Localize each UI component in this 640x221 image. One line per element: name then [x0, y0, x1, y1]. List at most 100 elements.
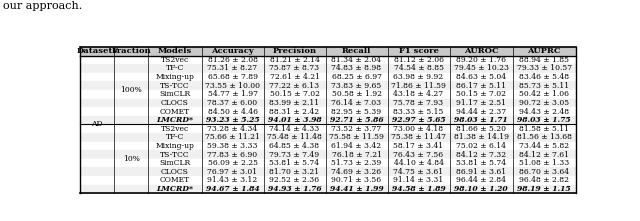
Bar [80, 185, 576, 193]
Text: 81.38 ± 14.19: 81.38 ± 14.19 [454, 133, 509, 141]
Bar [80, 142, 576, 150]
Text: 78.37 ± 6.00: 78.37 ± 6.00 [207, 99, 257, 107]
Text: 75.48 ± 11.48: 75.48 ± 11.48 [267, 133, 322, 141]
Text: 81.34 ± 2.04: 81.34 ± 2.04 [332, 56, 381, 64]
Text: 51.08 ± 1.33: 51.08 ± 1.33 [519, 159, 570, 167]
Text: 90.71 ± 3.56: 90.71 ± 3.56 [332, 176, 381, 184]
Text: 94.67 ± 1.84: 94.67 ± 1.84 [205, 185, 259, 193]
Text: 74.54 ± 8.85: 74.54 ± 8.85 [394, 65, 444, 72]
Bar [80, 73, 576, 81]
Text: TS-TCC: TS-TCC [160, 82, 190, 90]
Text: 86.91 ± 3.61: 86.91 ± 3.61 [456, 168, 506, 176]
Text: SimCLR: SimCLR [159, 159, 191, 167]
Text: AUROC: AUROC [463, 47, 499, 55]
Text: Precision: Precision [273, 47, 317, 55]
Text: 92.52 ± 2.36: 92.52 ± 2.36 [269, 176, 319, 184]
Text: 84.50 ± 4.46: 84.50 ± 4.46 [207, 107, 257, 116]
Text: 43.18 ± 4.27: 43.18 ± 4.27 [394, 90, 444, 98]
Text: Mixing-up: Mixing-up [156, 73, 195, 81]
Bar [80, 124, 576, 133]
Text: 84.12 ± 7.32: 84.12 ± 7.32 [456, 151, 506, 158]
Text: 71.86 ± 11.59: 71.86 ± 11.59 [391, 82, 446, 90]
Text: 86.17 ± 5.11: 86.17 ± 5.11 [456, 82, 506, 90]
Text: Fraction: Fraction [111, 47, 151, 55]
Text: 91.43 ± 3.12: 91.43 ± 3.12 [207, 176, 258, 184]
Text: 58.17 ± 3.41: 58.17 ± 3.41 [394, 142, 444, 150]
Text: 63.98 ± 9.92: 63.98 ± 9.92 [394, 73, 444, 81]
Text: 76.14 ± 7.03: 76.14 ± 7.03 [332, 99, 381, 107]
Text: 75.58 ± 11.59: 75.58 ± 11.59 [329, 133, 384, 141]
Text: Recall: Recall [342, 47, 371, 55]
Text: 53.81 ± 5.74: 53.81 ± 5.74 [456, 159, 506, 167]
Text: 98.03 ± 1.75: 98.03 ± 1.75 [518, 116, 571, 124]
Text: 85.73 ± 5.11: 85.73 ± 5.11 [519, 82, 570, 90]
Text: 96.44 ± 2.84: 96.44 ± 2.84 [456, 176, 506, 184]
Text: 86.70 ± 3.64: 86.70 ± 3.64 [519, 168, 570, 176]
Text: LMCRD*: LMCRD* [157, 185, 193, 193]
Text: 94.41 ± 1.99: 94.41 ± 1.99 [330, 185, 383, 193]
Text: 73.28 ± 4.34: 73.28 ± 4.34 [207, 125, 258, 133]
Text: 81.66 ± 5.20: 81.66 ± 5.20 [456, 125, 506, 133]
Text: 84.12 ± 7.61: 84.12 ± 7.61 [519, 151, 569, 158]
Text: 88.94 ± 1.85: 88.94 ± 1.85 [519, 56, 569, 64]
Text: CLOCS: CLOCS [161, 99, 189, 107]
Text: CLOCS: CLOCS [161, 168, 189, 176]
Text: 68.25 ± 6.97: 68.25 ± 6.97 [332, 73, 381, 81]
Text: 10%: 10% [123, 155, 140, 163]
Text: 73.44 ± 5.82: 73.44 ± 5.82 [519, 142, 570, 150]
Bar [80, 150, 576, 159]
Text: TF-C: TF-C [166, 65, 184, 72]
Text: 98.19 ± 1.15: 98.19 ± 1.15 [518, 185, 571, 193]
Text: 54.77 ± 1.97: 54.77 ± 1.97 [207, 90, 257, 98]
Text: Accuracy: Accuracy [211, 47, 254, 55]
Bar [80, 159, 576, 168]
Text: LMCRD*: LMCRD* [157, 116, 193, 124]
Text: 61.94 ± 3.42: 61.94 ± 3.42 [332, 142, 381, 150]
Text: Models: Models [158, 47, 192, 55]
Text: 83.99 ± 2.11: 83.99 ± 2.11 [269, 99, 319, 107]
Text: F1 score: F1 score [399, 47, 438, 55]
Bar [80, 64, 576, 73]
Text: 90.72 ± 3.05: 90.72 ± 3.05 [519, 99, 570, 107]
Text: 51.73 ± 2.39: 51.73 ± 2.39 [332, 159, 381, 167]
Text: 81.70 ± 3.21: 81.70 ± 3.21 [269, 168, 319, 176]
Text: 81.12 ± 2.06: 81.12 ± 2.06 [394, 56, 444, 64]
Text: 96.48 ± 2.82: 96.48 ± 2.82 [519, 176, 569, 184]
Text: 56.09 ± 2.25: 56.09 ± 2.25 [207, 159, 257, 167]
Text: 75.02 ± 6.14: 75.02 ± 6.14 [456, 142, 506, 150]
Text: 50.15 ± 7.02: 50.15 ± 7.02 [456, 90, 506, 98]
Text: 44.10 ± 4.84: 44.10 ± 4.84 [394, 159, 444, 167]
Bar [80, 81, 576, 90]
Text: 92.97 ± 5.65: 92.97 ± 5.65 [392, 116, 445, 124]
Text: 91.14 ± 3.31: 91.14 ± 3.31 [394, 176, 444, 184]
Text: 83.33 ± 5.15: 83.33 ± 5.15 [394, 107, 444, 116]
Text: 94.01 ± 3.98: 94.01 ± 3.98 [268, 116, 321, 124]
Text: 100%: 100% [120, 86, 142, 94]
Text: 74.75 ± 3.61: 74.75 ± 3.61 [394, 168, 444, 176]
Bar [80, 116, 576, 124]
Text: 74.14 ± 4.33: 74.14 ± 4.33 [269, 125, 319, 133]
Text: 59.38 ± 3.33: 59.38 ± 3.33 [207, 142, 258, 150]
Text: 74.83 ± 8.98: 74.83 ± 8.98 [332, 65, 381, 72]
Text: 75.78 ± 7.93: 75.78 ± 7.93 [394, 99, 444, 107]
Text: 75.87 ± 8.73: 75.87 ± 8.73 [269, 65, 319, 72]
Text: our approach.: our approach. [3, 1, 83, 11]
Text: 50.58 ± 1.92: 50.58 ± 1.92 [332, 90, 381, 98]
Text: 79.73 ± 7.49: 79.73 ± 7.49 [269, 151, 319, 158]
Text: 81.56 ± 13.68: 81.56 ± 13.68 [516, 133, 572, 141]
Bar [80, 168, 576, 176]
Text: 53.81 ± 5.74: 53.81 ± 5.74 [269, 159, 319, 167]
Text: 98.03 ± 1.71: 98.03 ± 1.71 [454, 116, 508, 124]
Text: COMET: COMET [160, 176, 190, 184]
Bar [80, 133, 576, 142]
Text: 91.17 ± 2.51: 91.17 ± 2.51 [456, 99, 506, 107]
Text: 83.46 ± 5.48: 83.46 ± 5.48 [519, 73, 570, 81]
Text: 94.43 ± 2.48: 94.43 ± 2.48 [519, 107, 570, 116]
Text: 77.22 ± 6.13: 77.22 ± 6.13 [269, 82, 319, 90]
Text: 64.85 ± 4.38: 64.85 ± 4.38 [269, 142, 319, 150]
Bar [80, 47, 576, 55]
Text: 65.68 ± 7.89: 65.68 ± 7.89 [207, 73, 257, 81]
Text: COMET: COMET [160, 107, 190, 116]
Text: 94.93 ± 1.76: 94.93 ± 1.76 [268, 185, 321, 193]
Text: TF-C: TF-C [166, 133, 184, 141]
